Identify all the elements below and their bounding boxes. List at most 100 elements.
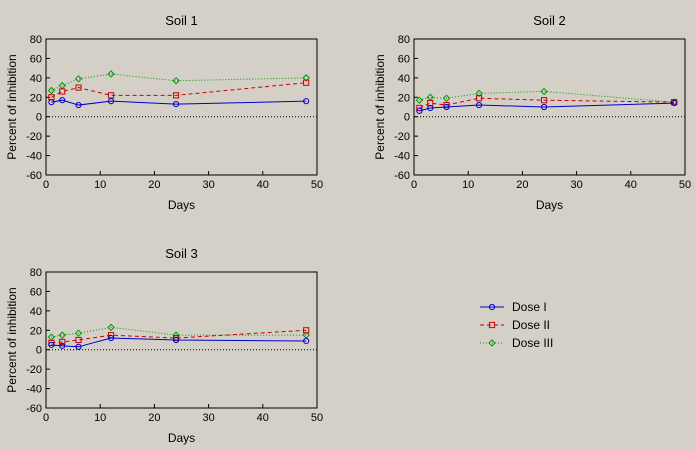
data-point — [74, 75, 83, 83]
data-point — [48, 341, 55, 348]
data-point — [303, 79, 310, 86]
x-tick-label: 20 — [148, 179, 160, 191]
data-point — [443, 103, 450, 111]
y-tick-label: -40 — [26, 384, 42, 396]
data-point — [172, 77, 180, 85]
y-axis-label: Percent of inhibition — [5, 287, 19, 392]
data-point — [172, 336, 180, 344]
series-line — [419, 97, 675, 109]
data-point — [303, 327, 310, 334]
x-tick-label: 0 — [43, 412, 49, 424]
y-tick-label: -20 — [394, 131, 410, 143]
y-tick-label: 60 — [398, 53, 410, 65]
data-point — [303, 98, 310, 105]
x-tick-label: 10 — [462, 179, 474, 191]
series-line — [51, 99, 307, 106]
y-axis-label: Percent of inhibition — [5, 54, 19, 159]
y-tick-label: -40 — [394, 151, 410, 163]
data-point — [427, 104, 434, 112]
series-line — [51, 82, 307, 98]
data-point — [75, 101, 82, 109]
data-point — [540, 103, 548, 111]
chart-title: Soil 1 — [165, 13, 198, 28]
y-tick-label: 0 — [36, 112, 42, 124]
data-point — [75, 84, 82, 91]
x-axis-label: Days — [168, 198, 195, 212]
data-point — [475, 89, 483, 98]
y-tick-label: -60 — [26, 170, 42, 182]
data-point — [48, 99, 55, 106]
y-tick-label: 40 — [30, 306, 42, 318]
data-point — [442, 94, 451, 102]
x-tick-label: 0 — [411, 179, 417, 191]
y-tick-label: -60 — [394, 170, 410, 182]
x-tick-label: 20 — [516, 179, 528, 191]
data-point — [75, 336, 82, 344]
data-point — [75, 343, 82, 350]
data-point — [475, 95, 483, 102]
series-line — [51, 329, 307, 344]
y-tick-label: 20 — [30, 325, 42, 337]
data-point — [172, 100, 180, 108]
data-point — [172, 92, 180, 99]
legend-label: Dose I — [512, 300, 547, 314]
y-tick-label: 60 — [30, 53, 42, 65]
data-point — [671, 100, 678, 107]
x-tick-label: 10 — [94, 179, 106, 191]
y-tick-label: 80 — [398, 34, 410, 46]
y-tick-label: 0 — [36, 345, 42, 357]
data-point — [47, 86, 56, 95]
data-point — [172, 334, 180, 342]
x-axis-label: Days — [536, 198, 563, 212]
x-tick-label: 20 — [148, 412, 160, 424]
x-tick-label: 50 — [311, 179, 323, 191]
y-tick-label: 40 — [30, 73, 42, 85]
data-point — [59, 97, 66, 104]
x-axis-label: Days — [168, 431, 195, 445]
legend-label: Dose II — [512, 318, 550, 332]
y-tick-label: 0 — [404, 112, 410, 124]
data-point — [540, 97, 548, 104]
y-tick-label: 20 — [30, 92, 42, 104]
series-line — [51, 337, 307, 348]
data-point — [107, 70, 115, 78]
series-line — [419, 102, 675, 112]
data-point — [302, 74, 310, 82]
data-point — [415, 96, 424, 104]
x-tick-label: 10 — [94, 412, 106, 424]
legend-marker — [488, 321, 496, 329]
y-tick-label: -60 — [26, 403, 42, 415]
x-tick-label: 50 — [679, 179, 691, 191]
data-point — [172, 331, 180, 339]
series-line — [419, 90, 675, 103]
plot-frame — [413, 38, 686, 176]
x-tick-label: 30 — [570, 179, 582, 191]
x-tick-label: 40 — [257, 179, 269, 191]
y-tick-label: 60 — [30, 286, 42, 298]
data-point — [540, 87, 548, 96]
data-point — [48, 339, 55, 347]
data-point — [303, 337, 310, 345]
y-tick-label: 20 — [398, 92, 410, 104]
y-tick-label: -20 — [26, 131, 42, 143]
x-tick-label: 30 — [202, 412, 214, 424]
x-tick-label: 40 — [257, 412, 269, 424]
data-point — [107, 334, 115, 342]
data-point — [107, 98, 115, 105]
data-point — [426, 93, 434, 101]
chart-title: Soil 2 — [533, 13, 566, 28]
y-axis-label: Percent of inhibition — [373, 54, 387, 159]
data-point — [416, 107, 423, 114]
data-point — [59, 88, 66, 95]
y-tick-label: 40 — [398, 73, 410, 85]
x-tick-label: 30 — [202, 179, 214, 191]
data-point — [443, 101, 450, 109]
data-point — [59, 338, 66, 346]
legend-marker — [488, 303, 496, 311]
legend: Dose I Dose II Dose III — [480, 300, 553, 350]
data-point — [58, 331, 66, 339]
